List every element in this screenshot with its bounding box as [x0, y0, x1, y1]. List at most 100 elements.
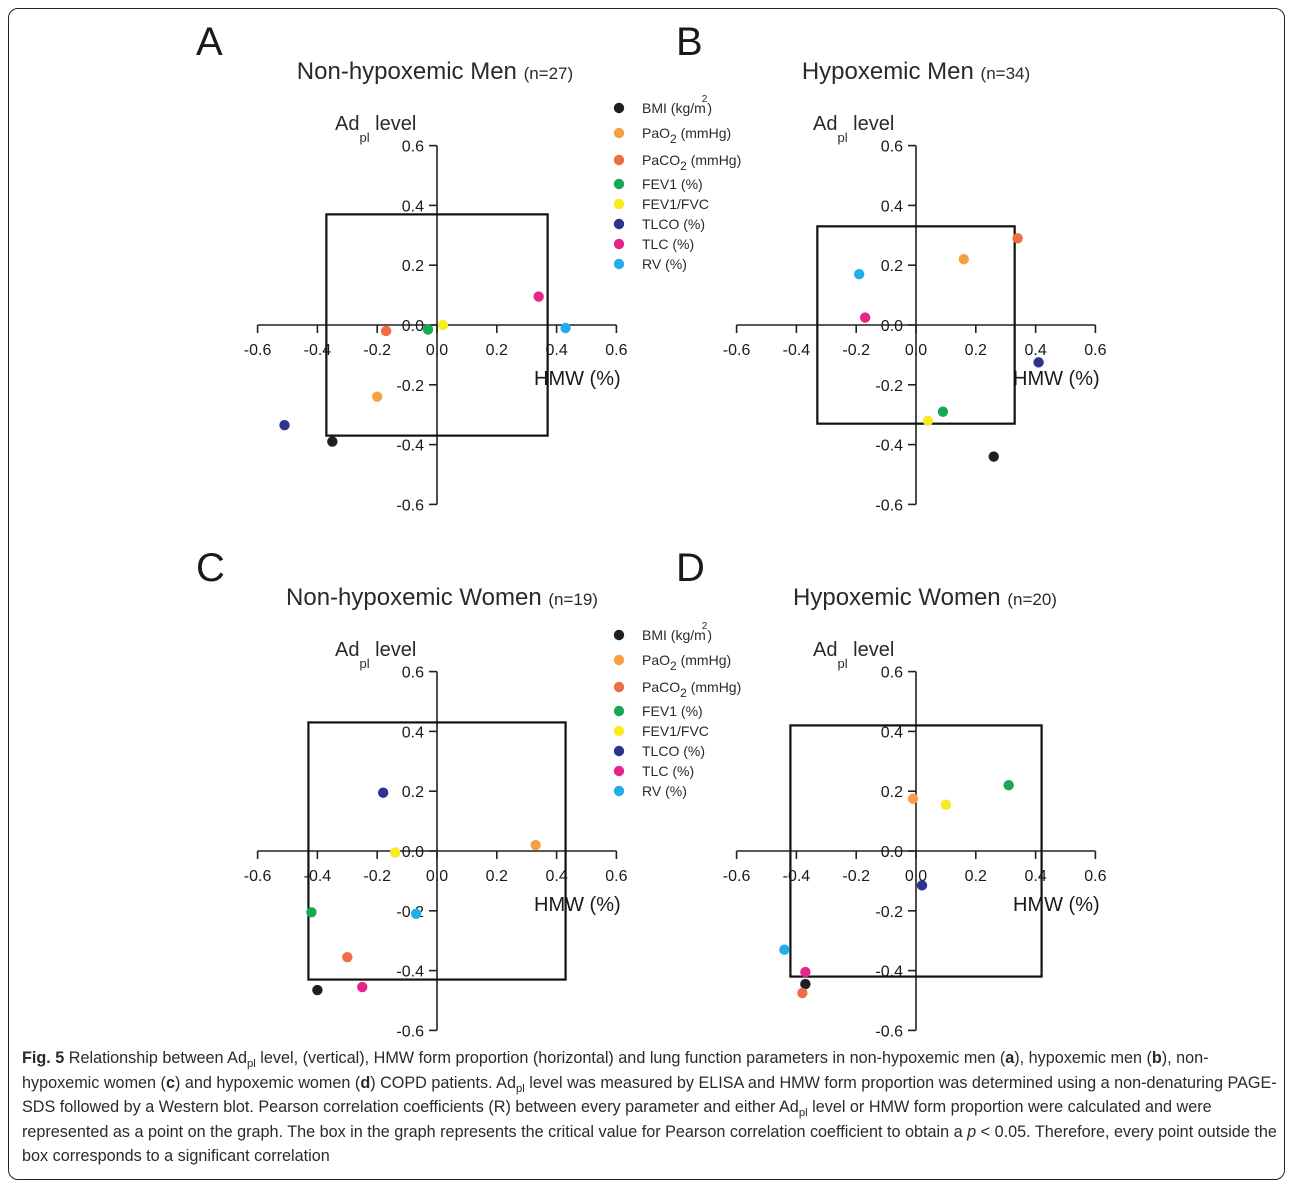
x-axis-label: HMW (%)	[534, 894, 621, 916]
legend-label-tail: )	[707, 627, 712, 643]
panel-title: Hypoxemic Women (n=20)	[793, 584, 1057, 611]
y-axis-label-sub: pl	[359, 130, 369, 145]
panel-a: A Non-hypoxemic Men (n=27) Adpl level -0.6 -…	[196, 20, 741, 514]
legend-label-text: PaCO	[642, 152, 680, 168]
panel-b: B Hypoxemic Men (n=34) Adpl level -0.6 -0.4 -…	[676, 20, 1107, 514]
y-axis-label-main: Ad	[335, 113, 359, 135]
point-fev1fvc	[437, 319, 449, 331]
x-tick-label: -0.6	[723, 342, 751, 359]
panel-letter: B	[676, 20, 703, 64]
caption-segment: level was measured by ELISA and HMW form…	[22, 1073, 1277, 1117]
legend-label-tail: (mmHg)	[687, 152, 741, 168]
legend-label-rv: RV (%)	[642, 783, 687, 799]
x-axis-label: HMW (%)	[1013, 894, 1100, 916]
point-tlc	[357, 981, 368, 993]
legend-label-tlco: TLCO (%)	[642, 743, 705, 759]
point-tlc	[800, 966, 811, 978]
legend-label-text: PaO	[642, 125, 670, 141]
point-rv	[560, 322, 571, 334]
y-axis-label-main: Ad	[813, 113, 837, 135]
point-rv	[853, 268, 865, 280]
caption-segment: pl	[798, 1106, 808, 1119]
legend-label-tail: (mmHg)	[677, 125, 731, 141]
point-fev1fvc	[940, 799, 952, 810]
legend-marker-tlco	[613, 745, 625, 757]
panel-title-text: Non-hypoxemic Women	[286, 584, 548, 611]
x-tick-label: 0.2	[965, 342, 987, 359]
y-axis-label-tail: level	[370, 113, 417, 135]
legend-label-text: PaO	[642, 652, 670, 668]
legend-label-text: BMI (kg/m	[642, 627, 706, 643]
y-axis-label: Adpl level	[335, 639, 416, 671]
legend-label-text: BMI (kg/m	[642, 100, 706, 116]
legend-label-fev1fvc: FEV1/FVC	[642, 723, 709, 739]
point-rv	[410, 908, 422, 919]
legend-label-text: PaCO	[642, 679, 680, 695]
x-tick-label: -0.2	[842, 868, 870, 885]
x-tick-label: 0.4	[1024, 868, 1046, 885]
legend-marker-fev1	[613, 178, 625, 190]
point-fev1fvc	[389, 847, 401, 858]
caption-segment: < 0.05. Therefore, every point outside t…	[22, 1122, 1277, 1166]
y-tick-label: -0.4	[875, 964, 903, 981]
legend-label-sup: 2	[702, 621, 708, 632]
point-pao2	[907, 793, 919, 804]
legend-marker-fev1	[613, 705, 625, 717]
panel-title-text: Hypoxemic Women	[793, 584, 1007, 611]
y-tick-label: 0.2	[881, 258, 903, 275]
y-tick-label: 0.2	[881, 784, 903, 801]
legend-label-text: TLC (%)	[642, 236, 694, 252]
legend-marker-tlco	[613, 218, 625, 230]
legend-label-tail: (mmHg)	[677, 652, 731, 668]
legend-label-text: FEV1/FVC	[642, 723, 709, 739]
significance-box	[325, 213, 549, 437]
legend-label-paco2: PaCO2 (mmHg)	[642, 679, 741, 700]
y-axis-label: Adpl level	[813, 639, 894, 671]
legend-label-bmi: BMI (kg/m2)	[642, 94, 712, 116]
y-axis-label-sub: pl	[359, 656, 369, 671]
caption-segment: c	[165, 1073, 175, 1092]
caption-segment: ) COPD patients. Ad	[370, 1073, 516, 1092]
legend-label-sub: 2	[670, 132, 677, 146]
x-axis-label: HMW (%)	[1013, 368, 1100, 390]
legend-label-sup: 2	[702, 94, 708, 105]
x-tick-label: -0.2	[363, 342, 391, 359]
y-tick-label: -0.2	[875, 904, 903, 921]
x-tick-label: 0.4	[545, 868, 567, 885]
legend-label-sub: 2	[680, 686, 687, 700]
legend-label-tail: (mmHg)	[687, 679, 741, 695]
point-pao2	[372, 391, 383, 402]
significance-box	[816, 225, 1016, 425]
point-pao2	[958, 254, 970, 265]
panel-n-label: (n=19)	[548, 590, 598, 609]
x-tick-label: 0.4	[545, 342, 567, 359]
x-axis-label: HMW (%)	[534, 368, 621, 390]
x-tick-label: 0.6	[1084, 342, 1106, 359]
caption-segment: level, (vertical), HMW form proportion (…	[255, 1049, 1006, 1067]
legend-label-text: RV (%)	[642, 256, 687, 272]
y-axis-label-tail: level	[370, 639, 417, 661]
x-tick-label: 0.6	[1084, 868, 1106, 885]
y-tick-label: 0.0	[881, 318, 903, 335]
panel-title-text: Non-hypoxemic Men	[297, 58, 524, 85]
legend: BMI (kg/m2)PaO2 (mmHg)PaCO2 (mmHg)FEV1 (…	[613, 94, 741, 272]
legend-label-bmi: BMI (kg/m2)	[642, 621, 712, 643]
y-tick-label: 0.6	[881, 139, 903, 156]
x-tick-label: 0.6	[605, 342, 627, 359]
x-tick-label: -0.6	[244, 868, 272, 885]
point-tlco	[916, 880, 928, 891]
legend-marker-tlc	[613, 238, 625, 250]
legend-label-text: TLC (%)	[642, 763, 694, 779]
y-tick-label: -0.2	[875, 378, 903, 395]
y-axis-label-sub: pl	[837, 130, 847, 145]
x-tick-label: -0.4	[304, 868, 332, 885]
legend-label-text: FEV1/FVC	[642, 196, 709, 212]
y-tick-label: 0.4	[402, 724, 424, 741]
point-fev1	[306, 907, 317, 918]
y-tick-label: -0.6	[875, 1023, 903, 1040]
point-tlco	[377, 787, 389, 798]
x-tick-label: 0.4	[1024, 342, 1046, 359]
caption-segment: d	[360, 1073, 371, 1092]
legend-label-tlc: TLC (%)	[642, 763, 694, 779]
caption-fig-label: Fig. 5	[22, 1049, 65, 1067]
